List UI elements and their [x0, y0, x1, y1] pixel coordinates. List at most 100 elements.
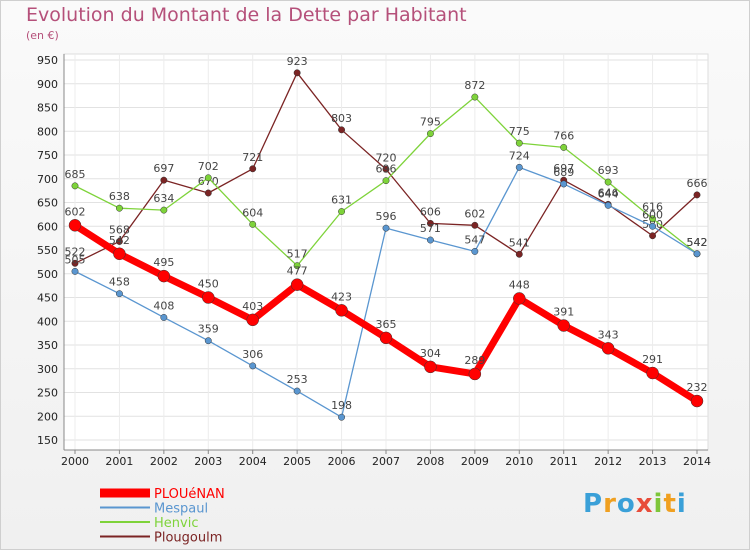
data-label-mespaul: 689	[553, 166, 574, 179]
data-label-henvic: 542	[687, 236, 708, 249]
data-point-plou-nan	[68, 219, 82, 232]
data-point-plougoulm	[471, 221, 479, 229]
legend-label-mespaul: Mespaul	[154, 502, 208, 517]
data-point-henvic	[382, 177, 390, 185]
y-tick-label: 450	[37, 292, 58, 305]
data-label-plou-nan: 391	[553, 306, 574, 319]
y-tick-label: 950	[37, 54, 58, 67]
x-tick-label: 2002	[150, 455, 178, 468]
data-point-mespaul	[249, 362, 257, 370]
data-label-plougoulm: 666	[687, 177, 708, 190]
data-label-plougoulm: 541	[509, 236, 530, 249]
data-point-henvic	[71, 182, 79, 190]
x-tick-label: 2007	[372, 455, 400, 468]
data-label-plou-nan: 448	[509, 278, 530, 291]
logo-letter: o	[616, 489, 636, 519]
data-label-mespaul: 253	[287, 373, 308, 386]
y-tick-label: 750	[37, 149, 58, 162]
data-label-mespaul: 359	[198, 323, 219, 336]
y-tick-label: 550	[37, 244, 58, 257]
data-label-plou-nan: 343	[598, 328, 619, 341]
data-point-henvic	[471, 93, 479, 101]
data-label-plougoulm: 606	[420, 205, 441, 218]
x-tick-label: 2012	[594, 455, 622, 468]
data-point-mespaul	[293, 387, 301, 395]
data-point-plougoulm	[693, 191, 701, 199]
data-point-plougoulm	[204, 189, 212, 197]
data-label-plougoulm: 720	[376, 151, 397, 164]
data-point-mespaul	[604, 201, 612, 209]
y-tick-label: 850	[37, 102, 58, 115]
proxiti-logo: Proxiti	[583, 489, 687, 519]
x-tick-label: 2013	[639, 455, 667, 468]
data-label-plou-nan: 542	[109, 234, 130, 247]
data-point-henvic	[649, 215, 657, 223]
data-label-mespaul: 306	[242, 348, 263, 361]
y-tick-label: 200	[37, 410, 58, 423]
data-label-henvic: 604	[242, 206, 263, 219]
logo-letter: P	[583, 489, 604, 519]
data-label-henvic: 702	[198, 160, 219, 173]
x-tick-label: 2000	[61, 455, 89, 468]
data-point-mespaul	[382, 224, 390, 232]
data-point-plougoulm	[649, 232, 657, 240]
data-label-mespaul: 408	[153, 299, 174, 312]
logo-letter: i	[653, 489, 664, 519]
data-label-plou-nan: 495	[153, 256, 174, 269]
data-label-plougoulm: 646	[598, 186, 619, 199]
y-tick-label: 700	[37, 173, 58, 186]
data-point-plougoulm	[382, 165, 390, 173]
data-point-mespaul	[515, 163, 523, 171]
data-point-mespaul	[160, 314, 168, 321]
data-point-plou-nan	[113, 247, 126, 261]
data-point-plou-nan	[557, 319, 570, 332]
data-point-henvic	[560, 143, 568, 151]
data-point-plou-nan	[513, 292, 526, 305]
x-tick-label: 2010	[505, 455, 533, 468]
y-tick-label: 250	[37, 387, 58, 400]
x-tick-label: 2009	[461, 455, 489, 468]
legend-label-plou-nan: PLOUéNAN	[154, 487, 225, 502]
data-label-mespaul: 547	[464, 233, 485, 246]
data-point-mespaul	[71, 267, 79, 275]
data-label-plougoulm: 697	[553, 162, 574, 175]
chart-title: Evolution du Montant de la Dette par Hab…	[26, 4, 467, 26]
data-point-mespaul	[560, 180, 568, 188]
data-label-henvic: 616	[642, 201, 663, 214]
data-label-plougoulm: 697	[153, 162, 174, 175]
x-tick-label: 2005	[283, 455, 311, 468]
logo-letter: x	[635, 489, 654, 519]
x-tick-label: 2008	[416, 455, 444, 468]
data-point-mespaul	[693, 250, 701, 258]
data-label-henvic: 775	[509, 125, 530, 138]
data-point-plougoulm	[249, 165, 257, 173]
data-label-henvic: 634	[153, 192, 174, 205]
x-tick-label: 2014	[683, 455, 711, 468]
data-label-mespaul: 458	[109, 276, 130, 289]
y-tick-label: 800	[37, 125, 58, 138]
data-point-plougoulm	[160, 176, 168, 184]
data-point-henvic	[426, 130, 434, 138]
data-label-plou-nan: 291	[642, 353, 663, 366]
data-point-plou-nan	[246, 313, 259, 327]
y-tick-label: 600	[37, 220, 58, 233]
data-label-henvic: 872	[464, 79, 485, 92]
data-label-plou-nan: 289	[464, 354, 485, 367]
data-point-mespaul	[471, 247, 479, 255]
x-tick-label: 2004	[239, 455, 267, 468]
data-point-plou-nan	[690, 394, 704, 408]
data-point-henvic	[604, 178, 612, 186]
data-label-henvic: 638	[109, 190, 130, 203]
data-label-mespaul: 600	[642, 208, 663, 221]
x-tick-label: 2003	[194, 455, 222, 468]
data-label-henvic: 685	[65, 168, 86, 181]
data-label-plougoulm: 522	[65, 245, 86, 258]
data-point-henvic	[293, 262, 301, 270]
y-tick-label: 300	[37, 363, 58, 376]
data-point-mespaul	[649, 222, 657, 230]
x-tick-label: 2006	[328, 455, 356, 468]
y-tick-label: 500	[37, 268, 58, 281]
data-label-plou-nan: 365	[376, 318, 397, 331]
data-label-henvic: 517	[287, 248, 308, 261]
data-point-plou-nan	[379, 331, 393, 345]
